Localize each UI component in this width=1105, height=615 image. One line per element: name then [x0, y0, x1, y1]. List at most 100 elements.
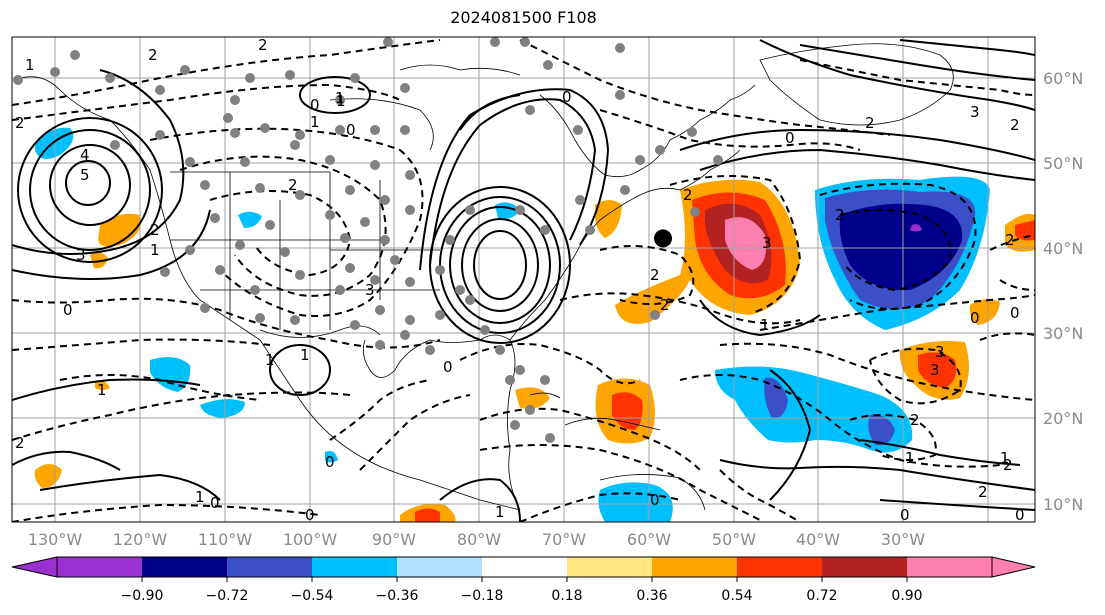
contour-label: 0	[310, 96, 320, 114]
contour-label: 1	[760, 316, 770, 334]
contour-label: 2	[15, 114, 25, 132]
contour-label: 1	[265, 351, 275, 369]
lon-label: 130°W	[28, 530, 83, 549]
contour-label: 2	[865, 114, 875, 132]
contour-label: 0	[346, 121, 356, 139]
lat-label: 40°N	[1043, 239, 1083, 258]
contour-label: 2	[835, 206, 845, 224]
contour-label: 2	[15, 434, 25, 452]
contour-label: 1	[905, 449, 915, 467]
lon-label: 90°W	[372, 530, 416, 549]
lon-label: 70°W	[542, 530, 586, 549]
colorbar-segment	[312, 557, 397, 577]
colorbar-tick-label: −0.54	[291, 588, 334, 604]
contour-label: 3	[970, 103, 980, 121]
contour-label: 5	[80, 166, 90, 184]
contour-label: 2	[978, 483, 988, 501]
shade-region	[598, 482, 673, 522]
latitude-labels: 10°N 20°N 30°N 40°N 50°N 60°N	[1043, 69, 1083, 514]
lon-label: 60°W	[627, 530, 671, 549]
contour-label: 1	[300, 346, 310, 364]
lon-label: 100°W	[283, 530, 338, 549]
contour-label: 3	[930, 361, 940, 379]
shade-region	[839, 203, 963, 291]
colorbar-tick-label: −0.36	[376, 588, 419, 604]
contour-label: 0	[210, 494, 220, 512]
shade-region	[200, 399, 245, 418]
shade-region	[868, 414, 895, 446]
shade-region	[918, 352, 957, 388]
contour-label: 0	[325, 453, 335, 471]
colorbar-tick-label: 0.90	[891, 588, 922, 604]
shade-region	[325, 451, 338, 463]
shade-region	[415, 508, 440, 522]
contour-label: 2	[683, 186, 693, 204]
contour-label: 3	[935, 343, 945, 361]
colorbar-segment	[567, 557, 652, 577]
contour-label: 0	[970, 309, 980, 327]
colorbar: −0.90 −0.72 −0.54 −0.36 −0.18 0.18 0.36 …	[11, 556, 1036, 604]
lon-label: 80°W	[457, 530, 501, 549]
colorbar-arrow-high	[991, 556, 1036, 578]
contour-label: 0	[900, 506, 910, 524]
shade-region	[150, 356, 191, 392]
contour-label: 2	[650, 266, 660, 284]
station-dots	[13, 37, 723, 443]
lon-label: 120°W	[113, 530, 168, 549]
colorbar-segment	[822, 557, 907, 577]
solid-contours	[12, 39, 1035, 522]
colorbar-arrow-low	[11, 556, 58, 578]
lon-label: 30°W	[881, 530, 925, 549]
colorbar-segment	[652, 557, 737, 577]
contour-label: 3	[762, 234, 772, 252]
contour-label: 2	[1010, 116, 1020, 134]
colorbar-segment	[57, 557, 142, 577]
contour-label: 2	[148, 46, 158, 64]
colorbar-tick-label: −0.18	[461, 588, 504, 604]
colorbar-tick-label: 0.72	[806, 588, 837, 604]
contour-label: 2	[910, 411, 920, 429]
contour-label: 2	[1005, 231, 1015, 249]
lat-label: 30°N	[1043, 324, 1083, 343]
contour-labels: 2 2 1 2 1 0 1 0 2 0 1 1 3 0 1 2 0 3 2 1 …	[15, 36, 1025, 524]
map-frame	[11, 36, 1036, 523]
contour-label: 0	[443, 358, 453, 376]
colorbar-segment	[737, 557, 822, 577]
contour-label: 1	[310, 113, 320, 131]
contour-label: 1	[495, 503, 505, 521]
contour-label: 3	[76, 246, 86, 264]
colorbar-tick-label: −0.72	[206, 588, 249, 604]
lon-label: 40°W	[796, 530, 840, 549]
chart-title: 2024081500 F108	[450, 8, 597, 27]
contour-label: 1	[150, 241, 160, 259]
contour-label: 0	[305, 506, 315, 524]
contour-label: 0	[1010, 304, 1020, 322]
lat-label: 20°N	[1043, 409, 1083, 428]
dashed-contours	[12, 39, 1035, 522]
contour-label: 1	[1000, 449, 1010, 467]
lon-label: 110°W	[198, 530, 253, 549]
contour-label: 0	[1015, 506, 1025, 524]
contour-label: 2	[660, 296, 670, 314]
colorbar-segment	[227, 557, 312, 577]
contour-label: 3	[365, 281, 375, 299]
contour-label: 2	[258, 36, 268, 54]
contour-label: 0	[650, 491, 660, 509]
colorbar-tick-label: 0.18	[551, 588, 582, 604]
contour-label: 1	[335, 89, 345, 107]
contour-label: 1	[195, 488, 205, 506]
lat-label: 10°N	[1043, 495, 1083, 514]
colorbar-segment	[482, 557, 567, 577]
lat-label: 50°N	[1043, 154, 1083, 173]
shade-region	[764, 377, 788, 419]
contour-label: 2	[288, 176, 298, 194]
contour-label: 0	[785, 129, 795, 147]
contour-label: 2	[1003, 456, 1013, 474]
colorbar-segment	[142, 557, 227, 577]
shaded-anomaly-layer	[34, 127, 1035, 522]
longitude-labels: 130°W 120°W 110°W 100°W 90°W 80°W 70°W 6…	[28, 530, 925, 549]
shade-region	[238, 211, 262, 228]
colorbar-segment	[397, 557, 482, 577]
shade-region	[969, 299, 1000, 325]
